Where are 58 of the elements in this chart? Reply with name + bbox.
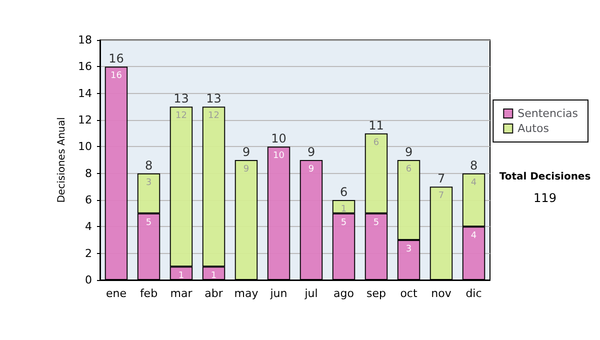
x-tick-label: ene [106, 287, 127, 300]
y-tick-label: 0 [85, 274, 92, 286]
total-label: 6 [340, 185, 348, 199]
y-tick-label: 12 [78, 114, 92, 126]
y-tick-label: 10 [78, 140, 92, 154]
data-label: 4 [470, 178, 477, 188]
y-axis-title: Decisiones Anual [56, 117, 68, 203]
x-tick-label: may [234, 287, 259, 300]
y-tick-label: 8 [85, 166, 92, 180]
data-label: 1 [210, 271, 217, 282]
legend-label: Sentencias [518, 107, 578, 120]
x-tick-label: ago [334, 287, 354, 300]
legend-label: Autos [518, 122, 550, 135]
text: 119 [534, 191, 556, 205]
x-tick-label: abr [204, 287, 224, 300]
total-label: 11 [368, 118, 384, 132]
data-label: 9 [243, 164, 250, 174]
data-label: 12 [208, 111, 220, 122]
data-label: 12 [176, 111, 187, 122]
x-tick-label: jun [269, 287, 288, 300]
x-tick-label: jul [304, 287, 318, 300]
data-label: 10 [273, 151, 285, 162]
data-label: 3 [406, 244, 412, 254]
y-tick-label: 14 [78, 86, 92, 100]
total-label: 16 [108, 52, 124, 66]
total-label: 7 [437, 172, 446, 186]
data-label: 6 [373, 138, 380, 148]
x-tick-label: sep [366, 287, 386, 300]
total-label: 9 [404, 145, 413, 159]
y-tick-label: 2 [85, 246, 92, 260]
total-label: 9 [242, 145, 250, 159]
total-label: 13 [174, 92, 189, 106]
data-label: 7 [438, 191, 444, 202]
y-tick-label: 16 [78, 60, 92, 74]
x-tick-label: mar [170, 287, 193, 300]
data-label: 16 [110, 71, 122, 82]
x-tick-label: oct [400, 287, 418, 300]
total-label: 9 [307, 145, 316, 159]
x-tick-label: feb [140, 287, 158, 300]
data-label: 9 [308, 164, 314, 174]
x-tick-label: nov [431, 287, 452, 300]
data-label: 4 [470, 231, 477, 242]
data-label: 5 [340, 218, 347, 228]
total-label: 13 [206, 92, 222, 106]
y-tick-label: 4 [85, 220, 92, 234]
data-label: 5 [146, 218, 152, 228]
data-label: 1 [178, 271, 184, 282]
data-label: 6 [406, 164, 412, 174]
x-tick-label: dic [466, 287, 482, 300]
y-tick-label: 6 [85, 194, 92, 206]
total-label: 8 [470, 158, 478, 172]
data-label: 1 [340, 204, 347, 214]
total-label: 10 [271, 132, 286, 146]
y-tick-label: 18 [78, 34, 92, 46]
total-label: 8 [144, 158, 153, 172]
data-label: 5 [373, 218, 380, 228]
data-label: 3 [146, 178, 152, 188]
text: Total Decisiones [499, 172, 591, 182]
